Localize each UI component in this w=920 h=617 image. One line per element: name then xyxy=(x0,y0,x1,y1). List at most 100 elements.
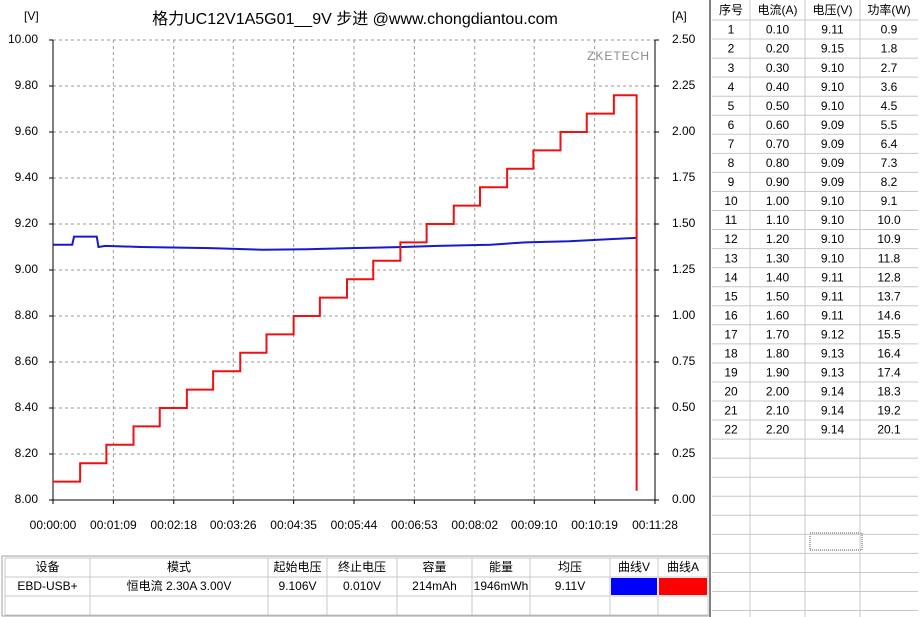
table-cell: 9.10 xyxy=(821,213,845,227)
summary-cell: 9.106V xyxy=(278,579,316,593)
table-header: 功率(W) xyxy=(867,2,910,17)
y-tick-label: 8.20 xyxy=(15,446,39,460)
y-tick-label: 10.00 xyxy=(8,32,38,46)
y2-tick-label: 0.00 xyxy=(672,492,696,506)
table-cell: 9.10 xyxy=(821,232,845,246)
selected-cell xyxy=(809,532,863,551)
table-cell: 17.4 xyxy=(877,366,901,380)
table-cell: 7.3 xyxy=(881,156,898,170)
table-cell: 9.14 xyxy=(821,404,845,418)
table-cell: 10 xyxy=(724,194,738,208)
table-cell: 18 xyxy=(724,347,738,361)
table-cell: 9.09 xyxy=(821,175,845,189)
table-cell: 0.50 xyxy=(766,99,790,113)
y-tick-label: 8.60 xyxy=(15,354,39,368)
table-cell: 10.0 xyxy=(877,213,901,227)
table-cell: 9.10 xyxy=(821,251,845,265)
table-cell: 1.80 xyxy=(766,347,790,361)
x-tick-label: 00:11:28 xyxy=(632,518,678,532)
table-cell: 1.50 xyxy=(766,289,790,303)
table-cell: 9.11 xyxy=(821,270,844,284)
summary-header: 曲线A xyxy=(667,560,699,574)
table-cell: 14.6 xyxy=(877,308,901,322)
table-cell: 10.9 xyxy=(877,232,901,246)
plot-frame xyxy=(52,40,656,501)
summary-header: 容量 xyxy=(422,559,446,574)
x-tick-label: 00:00:00 xyxy=(30,518,77,532)
chart-title: 格力UC12V1A5G01__9V 步进 @www.chongdiantou.c… xyxy=(152,10,558,28)
y2-tick-label: 1.50 xyxy=(672,216,696,230)
y2-tick-label: 0.75 xyxy=(672,354,696,368)
table-cell: 5 xyxy=(728,99,735,113)
summary-header: 设备 xyxy=(35,560,59,574)
table-cell: 22 xyxy=(724,423,738,437)
table-cell: 21 xyxy=(724,404,738,418)
y2-tick-label: 1.00 xyxy=(672,308,696,322)
table-cell: 9.1 xyxy=(881,194,898,208)
x-tick-label: 00:08:02 xyxy=(451,518,498,532)
summary-cell: 9.11V xyxy=(555,579,585,593)
table-cell: 1.8 xyxy=(881,42,898,56)
table-cell: 9.09 xyxy=(821,156,845,170)
table-cell: 19.2 xyxy=(877,404,901,418)
table-cell: 8 xyxy=(728,156,735,170)
table-cell: 9.10 xyxy=(821,194,845,208)
table-cell: 2.00 xyxy=(766,385,790,399)
table-cell: 9.13 xyxy=(821,366,845,380)
x-tick-label: 00:01:09 xyxy=(90,518,137,532)
table-cell: 0.90 xyxy=(766,175,790,189)
table-cell: 0.20 xyxy=(766,42,790,56)
table-cell: 0.10 xyxy=(766,23,790,37)
summary-header: 终止电压 xyxy=(338,559,386,574)
y2-tick-label: 0.25 xyxy=(672,446,696,460)
y-tick-label: 9.00 xyxy=(15,262,39,276)
y-axis-label: [V] xyxy=(24,9,39,23)
table-cell: 0.60 xyxy=(766,118,790,132)
table-cell: 0.80 xyxy=(766,156,790,170)
table-cell: 9.11 xyxy=(821,289,844,303)
x-tick-label: 00:06:53 xyxy=(391,518,438,532)
table-cell: 12 xyxy=(724,232,738,246)
y2-tick-label: 1.75 xyxy=(672,170,696,184)
summary-header: 模式 xyxy=(167,560,191,574)
summary-cell: 恒电流 2.30A 3.00V xyxy=(127,579,232,593)
table-cell: 8.2 xyxy=(881,175,898,189)
table-cell: 3 xyxy=(728,61,735,75)
y-tick-label: 9.20 xyxy=(15,216,39,230)
x-tick-label: 00:03:26 xyxy=(210,518,257,532)
table-cell: 17 xyxy=(724,327,738,341)
table-cell: 1.90 xyxy=(766,366,790,380)
y2-tick-label: 2.50 xyxy=(672,32,696,46)
table-cell: 1.10 xyxy=(766,213,790,227)
table-cell: 2 xyxy=(728,42,735,56)
table-cell: 9 xyxy=(728,175,735,189)
table-cell: 5.5 xyxy=(881,118,898,132)
y2-tick-label: 1.25 xyxy=(672,262,696,276)
table-cell: 4 xyxy=(728,80,735,94)
table-cell: 3.6 xyxy=(881,80,898,94)
table-cell: 9.13 xyxy=(821,347,845,361)
table-cell: 9.10 xyxy=(821,80,845,94)
y-tick-label: 9.40 xyxy=(15,170,39,184)
table-cell: 16.4 xyxy=(877,347,901,361)
table-cell: 13.7 xyxy=(877,289,901,303)
x-tick-label: 00:10:19 xyxy=(571,518,618,532)
table-header: 电压(V) xyxy=(813,3,853,17)
table-cell: 15 xyxy=(724,289,738,303)
table-cell: 6 xyxy=(728,118,735,132)
table-cell: 6.4 xyxy=(881,137,898,151)
curve-swatch xyxy=(611,578,657,595)
summary-header: 起始电压 xyxy=(273,560,321,574)
table-cell: 1.30 xyxy=(766,251,790,265)
summary-cell: 1946mWh xyxy=(474,579,529,593)
table-cell: 2.7 xyxy=(881,61,898,75)
table-cell: 20 xyxy=(724,385,738,399)
summary-header: 均压 xyxy=(558,560,582,574)
table-cell: 18.3 xyxy=(877,385,901,399)
table-cell: 0.30 xyxy=(766,61,790,75)
table-cell: 9.12 xyxy=(821,327,845,341)
table-cell: 9.10 xyxy=(821,99,845,113)
x-tick-label: 00:09:10 xyxy=(511,518,558,532)
summary-cell: 0.010V xyxy=(343,579,381,593)
